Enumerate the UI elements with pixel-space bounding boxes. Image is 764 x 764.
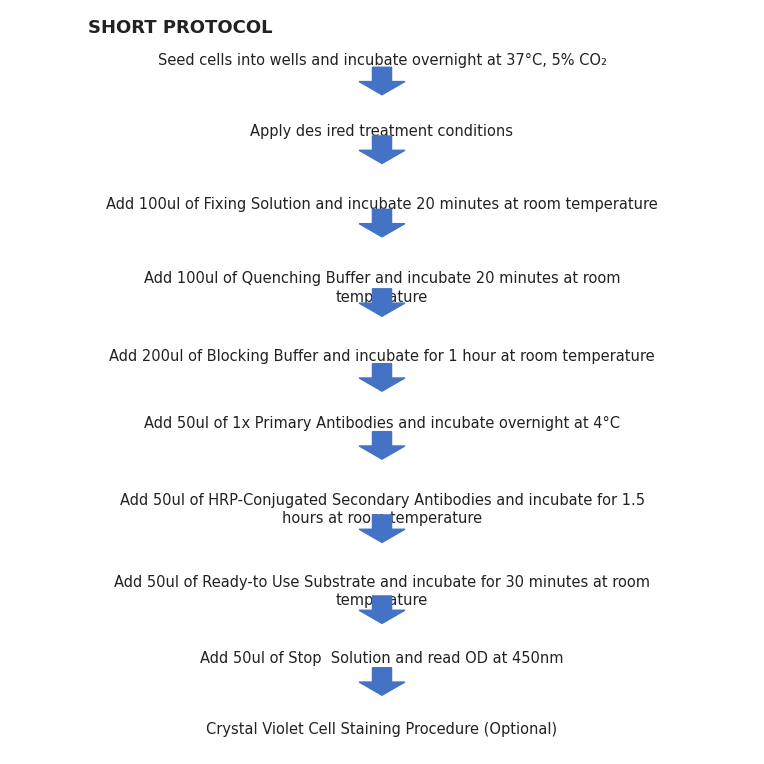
Text: Add 100ul of Fixing Solution and incubate 20 minutes at room temperature: Add 100ul of Fixing Solution and incubat… — [106, 197, 658, 212]
Text: Add 50ul of HRP-Conjugated Secondary Antibodies and incubate for 1.5
hours at ro: Add 50ul of HRP-Conjugated Secondary Ant… — [119, 493, 645, 526]
Polygon shape — [359, 136, 405, 163]
Polygon shape — [359, 432, 405, 459]
Text: SHORT PROTOCOL: SHORT PROTOCOL — [88, 19, 272, 37]
Text: Add 100ul of Quenching Buffer and incubate 20 minutes at room
temperature: Add 100ul of Quenching Buffer and incuba… — [144, 271, 620, 305]
Text: Apply des ired treatment conditions: Apply des ired treatment conditions — [251, 124, 513, 139]
Polygon shape — [359, 67, 405, 95]
Polygon shape — [359, 668, 405, 695]
Polygon shape — [359, 596, 405, 623]
Text: Add 50ul of Stop  Solution and read OD at 450nm: Add 50ul of Stop Solution and read OD at… — [200, 651, 564, 666]
Text: Seed cells into wells and incubate overnight at 37°C, 5% CO₂: Seed cells into wells and incubate overn… — [157, 53, 607, 69]
Text: Crystal Violet Cell Staining Procedure (Optional): Crystal Violet Cell Staining Procedure (… — [206, 722, 558, 737]
Polygon shape — [359, 515, 405, 542]
Polygon shape — [359, 289, 405, 316]
Text: Add 50ul of 1x Primary Antibodies and incubate overnight at 4°C: Add 50ul of 1x Primary Antibodies and in… — [144, 416, 620, 431]
Polygon shape — [359, 209, 405, 237]
Text: Add 200ul of Blocking Buffer and incubate for 1 hour at room temperature: Add 200ul of Blocking Buffer and incubat… — [109, 349, 655, 364]
Polygon shape — [359, 364, 405, 391]
Text: Add 50ul of Ready-to Use Substrate and incubate for 30 minutes at room
temperatu: Add 50ul of Ready-to Use Substrate and i… — [114, 575, 650, 608]
